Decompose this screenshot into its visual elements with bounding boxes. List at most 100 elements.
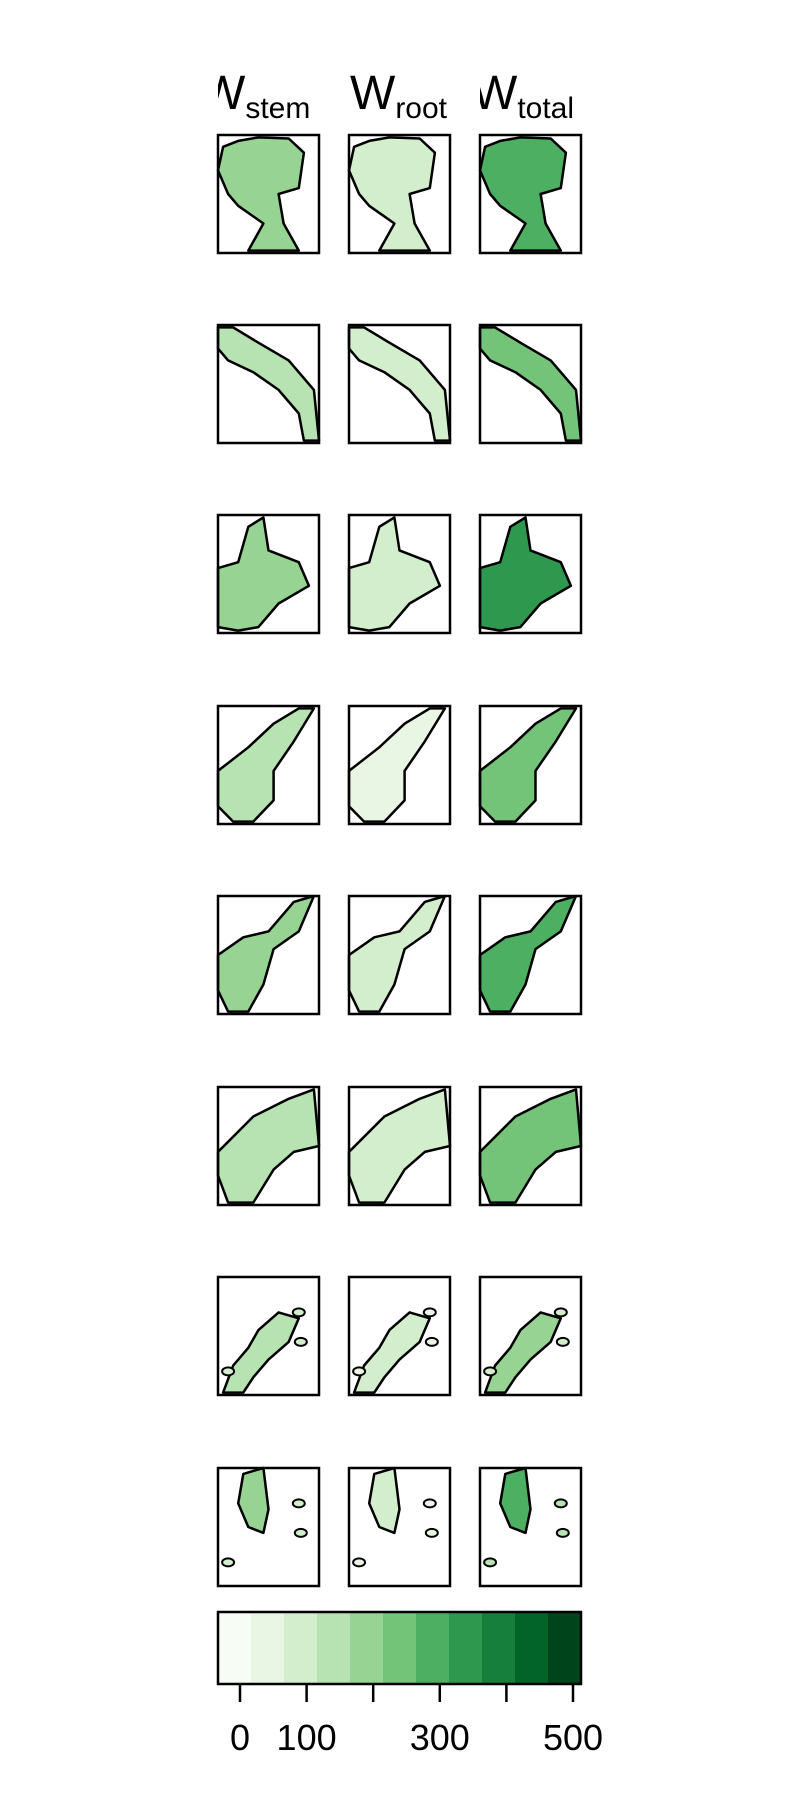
island-outline [553, 1498, 568, 1509]
region-outline [347, 326, 452, 442]
region-outline [216, 516, 311, 632]
panel-frame [216, 1466, 321, 1588]
map-panel-r8-c3 [478, 1466, 583, 1588]
map-panel-r2-c2 [347, 323, 452, 445]
colorbar-bin [482, 1612, 516, 1684]
panel-frame [347, 133, 452, 255]
panel-frame [347, 894, 452, 1016]
column-symbol: W [350, 70, 396, 120]
panel-frame [347, 1085, 452, 1207]
region-outline [498, 1466, 532, 1535]
island-outline [293, 1527, 308, 1538]
panel-frame [216, 133, 321, 255]
region-outline [478, 894, 578, 1013]
column-subscript: stem [245, 92, 311, 124]
column-symbol: W [480, 70, 518, 120]
region-outline [216, 326, 321, 442]
map-panel-r5-c1 [216, 894, 321, 1016]
map-panel-r1-c2 [347, 133, 452, 255]
map-panel-r5-c3 [478, 894, 583, 1016]
map-panel-r3-c1 [216, 513, 321, 635]
colorbar-bin [350, 1612, 384, 1684]
panel-frame [347, 323, 452, 445]
map-panel-r6-c2 [347, 1085, 452, 1207]
panel-frame [216, 1275, 321, 1397]
colorbar-tick-label: 0 [230, 1717, 250, 1758]
island-outline [221, 1557, 236, 1568]
panel-frame [478, 704, 583, 826]
panel-frame [478, 1466, 583, 1588]
region-outline [347, 136, 437, 252]
region-outline [347, 516, 442, 632]
island-outline [424, 1336, 439, 1347]
panel-frame [347, 1275, 452, 1397]
island-outline [293, 1336, 308, 1347]
region-outline [216, 136, 306, 252]
panel-frame [216, 1085, 321, 1207]
colorbar-frame [216, 1610, 583, 1686]
panel-frame [478, 1275, 583, 1397]
region-outline [347, 1088, 452, 1204]
map-panel-r6-c1 [216, 1085, 321, 1207]
panel-frame [216, 894, 321, 1016]
panel-frame [216, 323, 321, 445]
map-panel-r3-c3 [478, 513, 583, 635]
column-subscript: root [395, 92, 448, 124]
colorbar-bin [416, 1612, 450, 1684]
colorbar-bin [548, 1612, 582, 1684]
map-panel-r3-c2 [347, 513, 452, 635]
map-panel-r6-c3 [478, 1085, 583, 1207]
colorbar-bin [284, 1612, 318, 1684]
island-outline [555, 1336, 570, 1347]
panel-frame [478, 513, 583, 635]
colorbar: 0 100 300 500 [216, 1610, 603, 1758]
island-outline [553, 1307, 568, 1318]
map-panel-r7-c3 [478, 1275, 583, 1397]
colorbar-bin [383, 1612, 417, 1684]
island-outline [352, 1557, 367, 1568]
colorbar-bin [515, 1612, 549, 1684]
colorbar-bin [218, 1612, 252, 1684]
panel-frame [478, 323, 583, 445]
region-outline [483, 1311, 563, 1394]
map-panel-r8-c2 [347, 1466, 452, 1588]
island-outline [291, 1307, 306, 1318]
column-symbol: W [218, 70, 246, 120]
map-panel-r7-c2 [347, 1275, 452, 1397]
island-outline [291, 1498, 306, 1509]
map-panel-r4-c3 [478, 704, 583, 826]
map-panel-r1-c3 [478, 133, 583, 255]
region-outline [367, 1466, 401, 1535]
island-outline [483, 1557, 498, 1568]
colorbar-tick-label: 300 [410, 1717, 470, 1758]
region-outline [478, 326, 583, 442]
colorbar-bin [317, 1612, 351, 1684]
panel-frame [347, 704, 452, 826]
map-panel-r1-c1 [216, 133, 321, 255]
panel-frame [347, 513, 452, 635]
panel-frame [216, 704, 321, 826]
island-outline [555, 1527, 570, 1538]
colorbar-bin [251, 1612, 285, 1684]
region-outline [352, 1311, 432, 1394]
colorbar-bin [449, 1612, 483, 1684]
panel-frame [478, 133, 583, 255]
region-outline [221, 1311, 301, 1394]
island-outline [221, 1366, 236, 1377]
column-title-wtotal: Wtotal [480, 70, 582, 124]
map-panel-r7-c1 [216, 1275, 321, 1397]
island-outline [424, 1527, 439, 1538]
region-outline [216, 894, 316, 1013]
region-outline [478, 136, 568, 252]
region-outline [347, 707, 447, 823]
region-outline [347, 894, 447, 1013]
panel-frame [478, 1085, 583, 1207]
colorbar-tick-label: 500 [543, 1717, 603, 1758]
island-outline [422, 1307, 437, 1318]
panel-frame [347, 1466, 452, 1588]
region-outline [478, 516, 573, 632]
map-panel-r2-c3 [478, 323, 583, 445]
region-outline [216, 707, 316, 823]
panel-frame [216, 513, 321, 635]
